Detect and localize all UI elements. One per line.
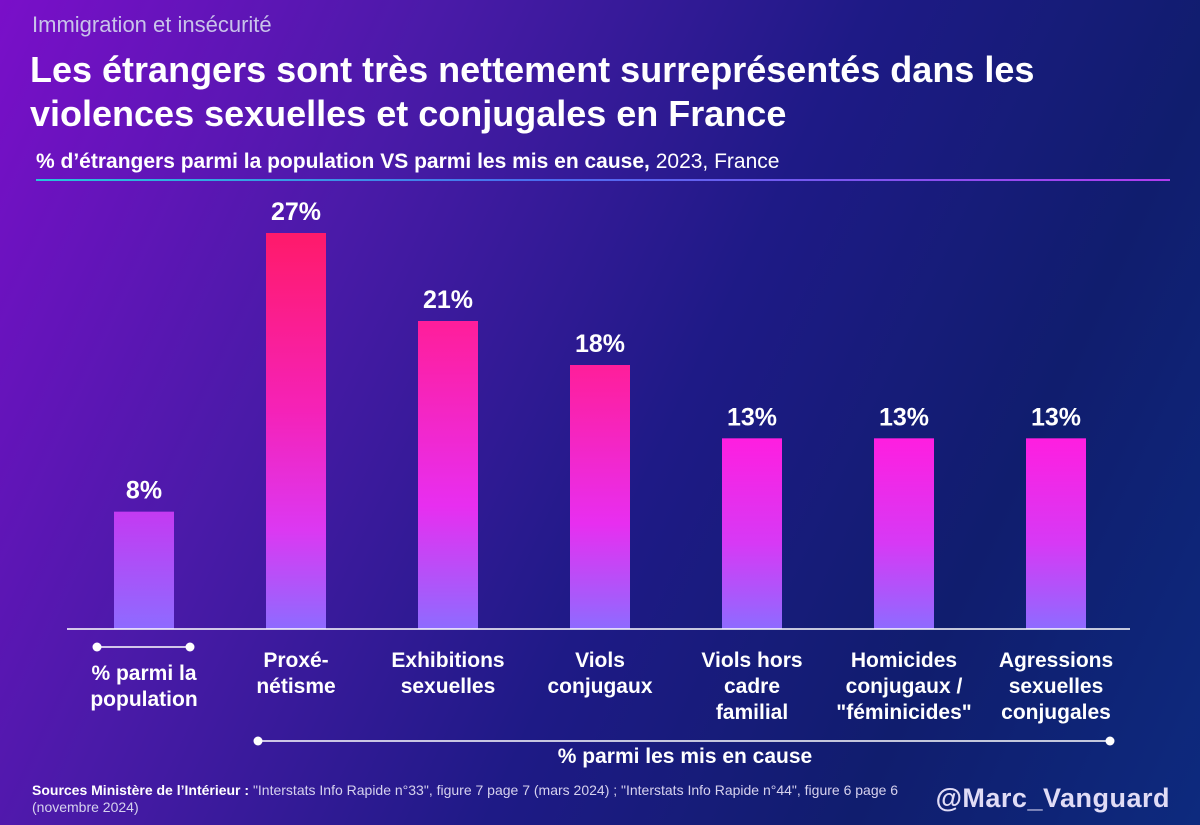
bar-5: [722, 438, 782, 629]
bar-7: [1026, 438, 1086, 629]
category-label-7: Agressions sexuelles conjugales: [981, 648, 1131, 726]
bar-3: [418, 321, 478, 629]
bar-value-label-6: 13%: [879, 403, 929, 431]
category-label-line: Proxé-: [263, 649, 329, 672]
category-label-line: conjugales: [1001, 701, 1111, 724]
accused-group-label: % parmi les mis en cause: [557, 745, 813, 768]
bar-1: [114, 511, 174, 629]
bar-4: [570, 365, 630, 629]
category-label-6: Homicides conjugaux / "féminicides": [829, 648, 979, 726]
chart-title: Les étrangers sont très nettement surrep…: [30, 49, 1035, 134]
subtitle-rest: 2023, France: [649, 150, 780, 173]
category-label-1: % parmi la population: [69, 661, 219, 713]
category-label-line: Exhibitions: [391, 649, 505, 672]
chart-subtitle: % d’étrangers parmi la population VS par…: [36, 150, 779, 174]
sources-text: "Interstats Info Rapide n°33", figure 7 …: [32, 782, 899, 815]
category-label-3: Exhibitions sexuelles: [373, 648, 523, 700]
population-bracket-dot-right: [185, 642, 195, 652]
subtitle-bold: % d’étrangers parmi la population VS par…: [36, 150, 650, 173]
sources-bold: Sources Ministère de l’Intérieur :: [32, 782, 250, 798]
category-label-line: % parmi la: [91, 662, 197, 685]
category-label-line: Homicides: [850, 649, 958, 672]
bar-value-label-2: 27%: [271, 198, 321, 226]
category-label-line: conjugaux: [547, 675, 653, 698]
category-label-line: "féminicides": [836, 701, 972, 724]
accused-bracket-dot-left: [253, 736, 263, 746]
category-label-line: population: [90, 688, 198, 711]
sources-note: Sources Ministère de l’Intérieur : "Inte…: [32, 782, 912, 816]
category-label-line: familial: [715, 701, 789, 724]
bar-2: [266, 233, 326, 629]
category-label-line: Agressions: [998, 649, 1114, 672]
bar-value-label-4: 18%: [575, 330, 625, 358]
category-label-4: Viols conjugaux: [525, 648, 675, 700]
category-label-line: nétisme: [256, 675, 336, 698]
bar-value-label-1: 8%: [126, 477, 162, 505]
category-label-line: Viols hors: [701, 649, 803, 672]
category-label-line: sexuelles: [1008, 675, 1104, 698]
bar-value-label-7: 13%: [1031, 403, 1081, 431]
category-label-line: sexuelles: [400, 675, 496, 698]
category-label-line: Viols: [575, 649, 625, 672]
category-label-5: Viols hors cadre familial: [677, 648, 827, 726]
bar-value-label-5: 13%: [727, 403, 777, 431]
population-bracket-dot-left: [92, 642, 102, 652]
bar-6: [874, 438, 934, 629]
category-label-line: cadre: [723, 675, 781, 698]
bar-value-label-3: 21%: [423, 286, 473, 314]
subtitle-divider: [36, 179, 1170, 181]
category-label-2: Proxé-nétisme: [221, 648, 371, 700]
accused-bracket-dot-right: [1105, 736, 1115, 746]
author-handle: @Marc_Vanguard: [935, 783, 1170, 813]
kicker: Immigration et insécurité: [32, 12, 272, 37]
category-label-line: conjugaux /: [845, 675, 963, 698]
